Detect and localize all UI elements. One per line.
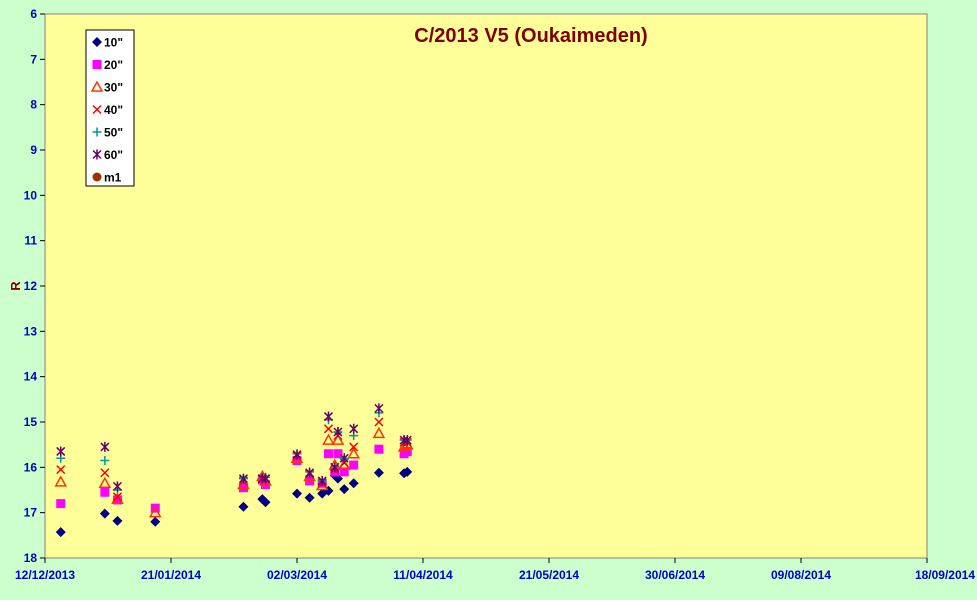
data-point bbox=[292, 456, 302, 466]
data-point bbox=[324, 449, 333, 459]
data-point bbox=[292, 449, 302, 460]
data-point bbox=[349, 423, 359, 434]
data-point bbox=[112, 495, 122, 505]
data-point bbox=[238, 473, 248, 484]
data-point bbox=[150, 516, 161, 527]
data-point bbox=[333, 449, 343, 459]
legend-marker bbox=[92, 172, 102, 182]
y-tick-label: 15 bbox=[24, 415, 38, 429]
y-tick-label: 8 bbox=[30, 98, 37, 112]
data-point bbox=[347, 447, 360, 459]
data-point bbox=[397, 440, 411, 452]
data-point bbox=[56, 446, 66, 457]
data-point bbox=[402, 466, 413, 477]
plot-area bbox=[44, 13, 928, 559]
data-point bbox=[305, 467, 315, 478]
x-tick-label: 18/09/2014 bbox=[915, 568, 975, 582]
y-tick-label: 18 bbox=[24, 551, 38, 565]
data-point bbox=[374, 417, 384, 427]
data-point bbox=[323, 411, 334, 422]
data-point bbox=[98, 476, 112, 488]
legend-marker bbox=[92, 37, 102, 47]
data-point bbox=[100, 456, 110, 466]
y-tick-label: 13 bbox=[24, 324, 38, 338]
y-tick-label: 16 bbox=[24, 460, 38, 474]
points-layer bbox=[54, 403, 414, 538]
data-point bbox=[349, 442, 359, 452]
data-point bbox=[56, 499, 66, 509]
data-point bbox=[292, 488, 302, 499]
data-point bbox=[260, 473, 271, 484]
chart-title: C/2013 V5 (Oukaimeden) bbox=[414, 25, 647, 47]
legend: 10" 20" 30" 40" 50" 60" m1 bbox=[85, 29, 135, 187]
axes-layer: 6 7 8 9 10 11 12 13 14 15 16 17 18 12/12/2013 21/01/20… bbox=[15, 7, 975, 582]
data-point bbox=[333, 426, 343, 437]
y-tick-label: 9 bbox=[30, 143, 37, 157]
legend-marker bbox=[92, 127, 102, 137]
legend-label: m1 bbox=[104, 171, 122, 185]
data-point bbox=[373, 467, 384, 478]
data-point bbox=[374, 403, 384, 414]
x-tick-label: 11/04/2014 bbox=[393, 568, 453, 582]
data-point bbox=[339, 453, 349, 464]
data-point bbox=[323, 424, 334, 434]
legend-marker bbox=[92, 60, 102, 69]
data-point bbox=[112, 515, 123, 526]
data-point bbox=[99, 508, 110, 519]
legend-marker bbox=[90, 80, 104, 92]
data-point bbox=[54, 475, 68, 487]
y-tick-label: 7 bbox=[30, 52, 37, 66]
data-point bbox=[330, 462, 340, 473]
data-point bbox=[317, 475, 327, 486]
y-tick-label: 10 bbox=[24, 188, 38, 202]
legend-label: 20" bbox=[104, 58, 123, 72]
data-point bbox=[322, 433, 335, 445]
legend-label: 40" bbox=[104, 103, 123, 117]
x-tick-label: 12/12/2013 bbox=[15, 568, 75, 582]
legend-label: 50" bbox=[104, 126, 123, 140]
x-tick-label: 21/05/2014 bbox=[519, 568, 579, 582]
data-point bbox=[339, 484, 350, 495]
data-point bbox=[100, 487, 110, 497]
data-point bbox=[304, 492, 315, 503]
x-tick-label: 21/01/2014 bbox=[141, 568, 201, 582]
data-point bbox=[112, 481, 122, 492]
data-point bbox=[260, 497, 271, 508]
y-tick-label: 6 bbox=[30, 7, 37, 21]
data-point bbox=[331, 433, 345, 445]
data-point bbox=[148, 506, 162, 518]
legend-label: 60" bbox=[104, 148, 123, 162]
y-tick-label: 11 bbox=[24, 234, 37, 248]
data-point bbox=[238, 501, 249, 512]
data-point bbox=[100, 441, 110, 452]
y-axis-label: R bbox=[8, 281, 23, 291]
x-tick-label: 09/08/2014 bbox=[771, 568, 831, 582]
y-tick-label: 14 bbox=[24, 370, 38, 384]
y-tick-label: 12 bbox=[24, 279, 38, 293]
legend-marker bbox=[92, 104, 102, 115]
data-point bbox=[402, 435, 412, 446]
legend-label: 30" bbox=[104, 81, 123, 95]
data-point bbox=[374, 444, 384, 454]
legend-box bbox=[85, 29, 135, 187]
x-tick-label: 02/03/2014 bbox=[267, 568, 327, 582]
legend-marker bbox=[92, 149, 102, 160]
x-tick-label: 30/06/2014 bbox=[645, 568, 705, 582]
data-point bbox=[55, 527, 66, 538]
data-point bbox=[112, 492, 122, 502]
data-point bbox=[56, 465, 66, 475]
data-point bbox=[238, 483, 248, 493]
legend-label: 10" bbox=[104, 36, 123, 50]
data-point bbox=[348, 478, 359, 489]
data-point bbox=[339, 467, 349, 477]
data-point bbox=[349, 460, 359, 470]
y-tick-label: 17 bbox=[24, 506, 38, 520]
data-point bbox=[372, 426, 386, 439]
data-point bbox=[100, 468, 110, 478]
